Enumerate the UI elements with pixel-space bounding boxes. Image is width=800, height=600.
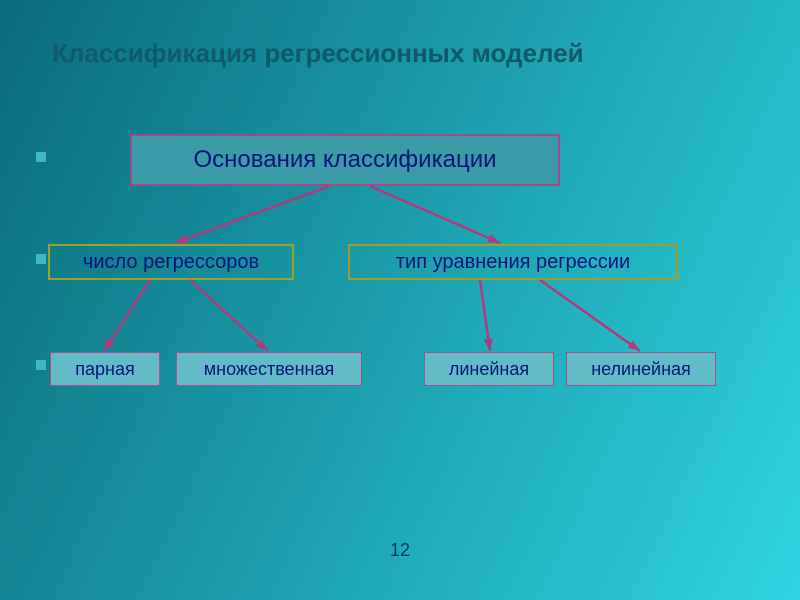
level3-paired-node: парная bbox=[50, 352, 160, 386]
root-node-label: Основания классификации bbox=[193, 146, 496, 174]
level2-left-label: число регрессоров bbox=[83, 251, 259, 274]
level3-multiple-label: множественная bbox=[204, 359, 334, 380]
level3-multiple-node: множественная bbox=[176, 352, 362, 386]
level2-left-node: число регрессоров bbox=[48, 244, 294, 280]
slide-title: Классификация регрессионных моделей bbox=[52, 38, 584, 69]
level3-linear-label: линейная bbox=[449, 359, 529, 380]
bullet-3 bbox=[36, 360, 46, 370]
level2-right-node: тип уравнения регрессии bbox=[348, 244, 678, 280]
slide: Классификация регрессионных моделей Осно… bbox=[0, 0, 800, 600]
page-number: 12 bbox=[390, 540, 410, 561]
root-node: Основания классификации bbox=[130, 134, 560, 186]
bullet-1 bbox=[36, 152, 46, 162]
level2-right-label: тип уравнения регрессии bbox=[396, 251, 630, 274]
bullet-2 bbox=[36, 254, 46, 264]
level3-nonlinear-node: нелинейная bbox=[566, 352, 716, 386]
level3-linear-node: линейная bbox=[424, 352, 554, 386]
level3-nonlinear-label: нелинейная bbox=[591, 359, 691, 380]
level3-paired-label: парная bbox=[75, 359, 134, 380]
arrows-layer bbox=[0, 0, 800, 600]
